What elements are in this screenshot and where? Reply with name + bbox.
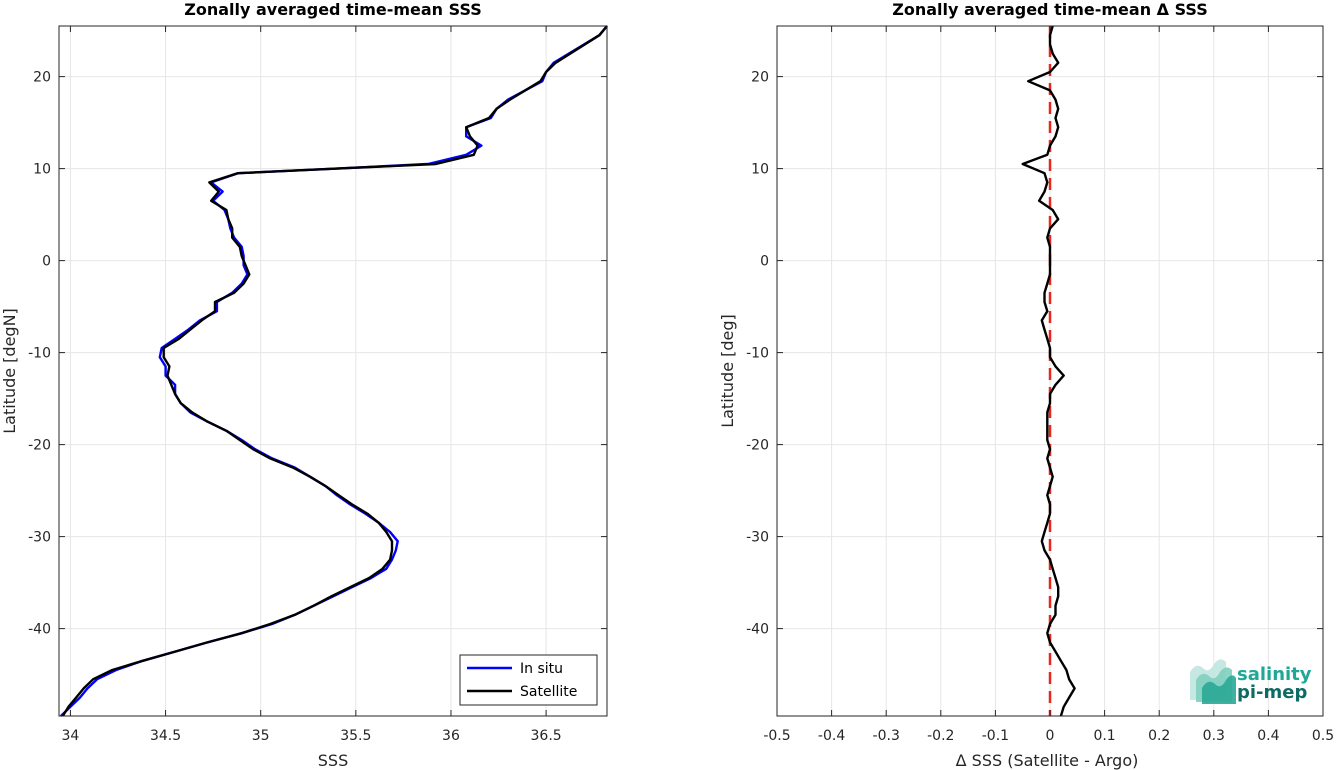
right-x-ticks: -0.5 -0.4 -0.3 -0.2 -0.1 0 0.1 0.2 0.3 0.4 0.5 [763,26,1334,744]
right-y-ticks: -40 -30 -20 -10 0 10 20 [746,70,1323,638]
left-y-label: Latitude [degN] [0,308,19,434]
left-x-tick-label: 36 [442,728,460,744]
left-y-tick-label: -30 [28,530,51,546]
legend: In situ Satellite [459,654,598,706]
right-y-tick-label: 0 [760,254,769,270]
left-y-tick-label: 10 [33,162,51,178]
right-x-tick-label: 0.2 [1148,728,1170,744]
right-y-label: Latitude [deg] [718,314,737,428]
left-lines [60,25,608,717]
left-y-ticks: -40 -30 -20 -10 0 10 20 [28,70,607,638]
right-y-tick-label: -30 [746,530,769,546]
left-grid [59,26,607,716]
left-y-tick-label: -20 [28,438,51,454]
right-x-tick-label: -0.1 [982,728,1009,744]
right-y-tick-label: -40 [746,622,769,638]
left-axes-box [58,25,608,717]
right-lines [1021,25,1076,717]
right-series-line-delta-sss [1021,25,1076,717]
legend-in-situ-label: In situ [520,661,563,677]
right-x-tick-label: -0.3 [873,728,900,744]
legend-satellite-label: Satellite [520,684,577,700]
legend-box [459,654,598,706]
left-x-tick-label: 34.5 [150,728,181,744]
left-y-tick-label: 0 [42,254,51,270]
right-panel: -0.5 -0.4 -0.3 -0.2 -0.1 0 0.1 0.2 0.3 0.4 0.5 -40… [718,0,1334,770]
left-x-tick-label: 35 [252,728,270,744]
left-x-label: SSS [318,751,348,770]
left-plot-area [59,26,607,716]
right-x-tick-label: 0.5 [1312,728,1334,744]
right-x-tick-label: 0.4 [1257,728,1279,744]
right-y-tick-label: 10 [751,162,769,178]
right-title: Zonally averaged time-mean Δ SSS [892,0,1208,19]
right-x-tick-label: 0 [1046,728,1055,744]
right-x-tick-label: -0.5 [763,728,790,744]
right-y-tick-label: -20 [746,438,769,454]
left-title: Zonally averaged time-mean SSS [184,0,482,19]
right-x-tick-label: -0.4 [818,728,845,744]
left-y-tick-label: 20 [33,70,51,86]
salinity-pi-mep-logo: salinity pi-mep [1190,659,1312,704]
left-y-tick-label: -10 [28,346,51,362]
right-x-tick-label: 0.1 [1093,728,1115,744]
left-x-tick-label: 34 [62,728,80,744]
right-x-label: Δ SSS (Satellite - Argo) [956,751,1139,770]
left-x-tick-label: 35.5 [340,728,371,744]
left-series-line-satellite [61,25,608,717]
right-y-tick-label: -10 [746,346,769,362]
left-x-ticks: 34 34.5 35 35.5 36 36.5 [62,26,562,744]
right-x-tick-label: -0.2 [927,728,954,744]
left-x-tick-label: 36.5 [531,728,562,744]
logo-text-salinity: salinity [1237,664,1312,685]
logo-wave-icon [1190,659,1236,704]
right-y-tick-label: 20 [751,70,769,86]
right-x-tick-label: 0.3 [1203,728,1225,744]
left-y-tick-label: -40 [28,622,51,638]
logo-text-pi-mep: pi-mep [1237,682,1307,703]
left-panel: 34 34.5 35 35.5 36 36.5 -40 -30 -20 -10 0 10 20 Zon… [0,0,608,770]
